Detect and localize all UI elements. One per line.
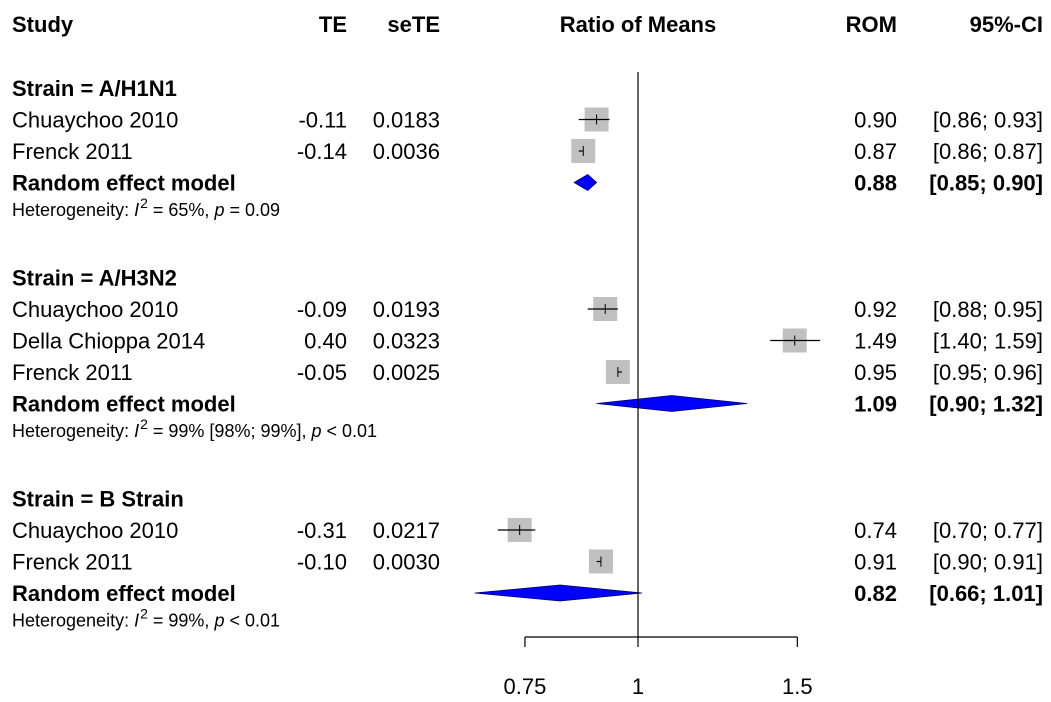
study-sete: 0.0025 — [373, 360, 440, 385]
study-ci: [1.40; 1.59] — [933, 329, 1043, 354]
study-sete: 0.0217 — [373, 518, 440, 543]
pooled-label: Random effect model — [12, 392, 236, 417]
pooled-diamond — [573, 174, 598, 191]
header-95ci: 95%-CI — [970, 12, 1043, 37]
study-te: -0.31 — [297, 518, 347, 543]
forest-rows: Strain = A/H1N1 Chuaychoo 2010 -0.11 0.0183… — [12, 76, 1043, 631]
study-name: Chuaychoo 2010 — [12, 108, 178, 133]
heterogeneity-p-symbol: p — [213, 611, 224, 631]
study-ci: [0.70; 0.77] — [933, 518, 1043, 543]
study-rom: 1.49 — [854, 329, 897, 354]
header-sete: seTE — [387, 12, 440, 37]
heterogeneity-p-text: = 0.09 — [224, 200, 280, 220]
pooled-label: Random effect model — [12, 171, 236, 196]
heterogeneity-sup: 2 — [140, 416, 148, 432]
subgroup-title: Strain = A/H1N1 — [12, 76, 177, 101]
study-sete: 0.0036 — [373, 139, 440, 164]
heterogeneity-p-text: < 0.01 — [224, 611, 280, 631]
study-ci: [0.90; 0.91] — [933, 550, 1043, 575]
pooled-ci: [0.90; 1.32] — [929, 392, 1043, 417]
study-ci: [0.86; 0.93] — [933, 108, 1043, 133]
heterogeneity-sup: 2 — [140, 195, 148, 211]
axis-tick-label: 1 — [632, 674, 644, 699]
study-te: -0.14 — [297, 139, 347, 164]
study-rom: 0.90 — [854, 108, 897, 133]
heterogeneity-prefix: Heterogeneity: — [12, 611, 134, 631]
study-ci: [0.95; 0.96] — [933, 360, 1043, 385]
heterogeneity-i-symbol: I — [134, 421, 139, 441]
study-rom: 0.87 — [854, 139, 897, 164]
heterogeneity-value: = 99% [98%; 99%], — [148, 421, 312, 441]
study-te: -0.09 — [297, 297, 347, 322]
study-rom: 0.92 — [854, 297, 897, 322]
heterogeneity-value: = 99%, — [148, 611, 215, 631]
heterogeneity-p-symbol: p — [213, 200, 224, 220]
heterogeneity-value: = 65%, — [148, 200, 215, 220]
study-name: Della Chioppa 2014 — [12, 329, 205, 354]
heterogeneity-p-text: < 0.01 — [322, 421, 378, 441]
study-name: Frenck 2011 — [12, 360, 133, 385]
study-sete: 0.0183 — [373, 108, 440, 133]
pooled-rom: 1.09 — [854, 392, 897, 417]
header-rom: ROM — [846, 12, 897, 37]
heterogeneity-i-symbol: I — [134, 200, 139, 220]
header-study: Study — [12, 12, 74, 37]
pooled-ci: [0.66; 1.01] — [929, 581, 1043, 606]
study-ci: [0.88; 0.95] — [933, 297, 1043, 322]
study-rom: 0.91 — [854, 550, 897, 575]
heterogeneity-text: Heterogeneity: I2 = 99%, p < 0.01 — [12, 606, 280, 631]
study-sete: 0.0193 — [373, 297, 440, 322]
heterogeneity-prefix: Heterogeneity: — [12, 421, 134, 441]
study-name: Chuaychoo 2010 — [12, 297, 178, 322]
pooled-ci: [0.85; 0.90] — [929, 171, 1043, 196]
heterogeneity-sup: 2 — [140, 606, 148, 622]
heterogeneity-text: Heterogeneity: I2 = 65%, p = 0.09 — [12, 195, 280, 220]
heterogeneity-prefix: Heterogeneity: — [12, 200, 134, 220]
study-name: Frenck 2011 — [12, 550, 133, 575]
study-sete: 0.0030 — [373, 550, 440, 575]
axis-tick-label: 0.75 — [504, 674, 547, 699]
pooled-rom: 0.88 — [854, 171, 897, 196]
x-axis: 0.75 1 1.5 — [504, 72, 813, 699]
study-te: -0.10 — [297, 550, 347, 575]
header-te: TE — [319, 12, 347, 37]
pooled-diamond — [474, 584, 642, 602]
study-name: Frenck 2011 — [12, 139, 133, 164]
study-rom: 0.95 — [854, 360, 897, 385]
subgroup-title: Strain = A/H3N2 — [12, 266, 177, 291]
pooled-label: Random effect model — [12, 581, 236, 606]
axis-tick-label: 1.5 — [782, 674, 813, 699]
heterogeneity-i-symbol: I — [134, 611, 139, 631]
pooled-rom: 0.82 — [854, 581, 897, 606]
study-te: -0.11 — [298, 108, 347, 133]
heterogeneity-text: Heterogeneity: I2 = 99% [98%; 99%], p < … — [12, 416, 377, 441]
header-ratio-of-means: Ratio of Means — [560, 12, 716, 37]
subgroup-title: Strain = B Strain — [12, 487, 184, 512]
pooled-diamond — [596, 395, 748, 412]
study-te: -0.05 — [297, 360, 347, 385]
study-sete: 0.0323 — [373, 329, 440, 354]
study-ci: [0.86; 0.87] — [933, 139, 1043, 164]
study-name: Chuaychoo 2010 — [12, 518, 178, 543]
heterogeneity-p-symbol: p — [311, 421, 322, 441]
study-te: 0.40 — [304, 329, 347, 354]
study-rom: 0.74 — [854, 518, 897, 543]
column-headers: Study TE seTE Ratio of Means ROM 95%-CI — [12, 12, 1043, 37]
